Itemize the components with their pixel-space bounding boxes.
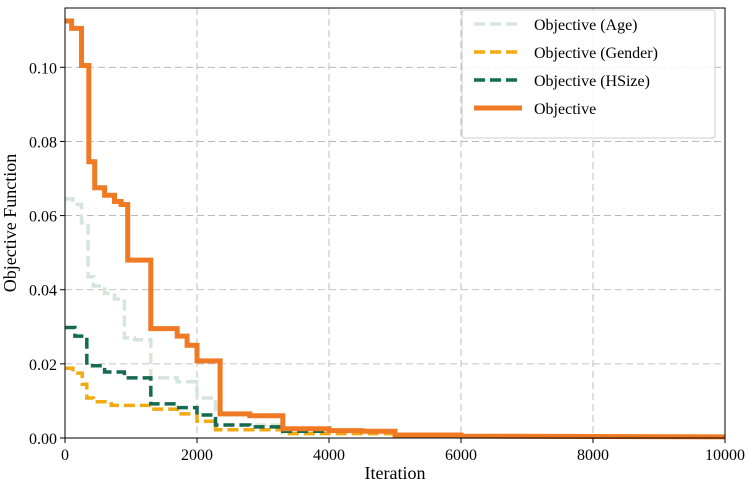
y-tick-label: 0.10 xyxy=(29,60,57,77)
y-axis-label: Objective Function xyxy=(0,154,20,292)
legend-label-2: Objective (HSize) xyxy=(534,73,650,90)
y-tick-label: 0.08 xyxy=(29,134,57,151)
ticks-layer: 0 2000 4000 6000 8000 10000 0.00 0.02 0.04 0.06 0.… xyxy=(29,60,745,464)
y-tick-label: 0.02 xyxy=(29,357,57,374)
legend-box xyxy=(461,9,716,139)
legend-label-1: Objective (Gender) xyxy=(534,45,658,62)
x-axis-label: Iteration xyxy=(365,463,426,482)
x-tick-label: 6000 xyxy=(445,447,477,464)
legend: Objective (Age) Objective (Gender) Objecti… xyxy=(461,9,716,139)
x-tick-label: 10000 xyxy=(705,447,745,464)
x-tick-label: 4000 xyxy=(313,447,345,464)
plot-frame xyxy=(64,7,726,439)
y-tick-label: 0.00 xyxy=(29,431,57,448)
legend-label-3: Objective xyxy=(534,101,596,118)
legend-label-0: Objective (Age) xyxy=(534,17,638,34)
y-tick-label: 0.06 xyxy=(29,209,57,226)
x-tick-label: 0 xyxy=(61,447,69,464)
series-line-3 xyxy=(65,18,726,440)
series-layer xyxy=(65,18,726,440)
series-line-2 xyxy=(65,325,726,439)
y-tick-label: 0.04 xyxy=(29,283,57,300)
x-tick-label: 8000 xyxy=(577,447,609,464)
series-line-0 xyxy=(65,197,726,440)
x-tick-label: 2000 xyxy=(181,447,213,464)
